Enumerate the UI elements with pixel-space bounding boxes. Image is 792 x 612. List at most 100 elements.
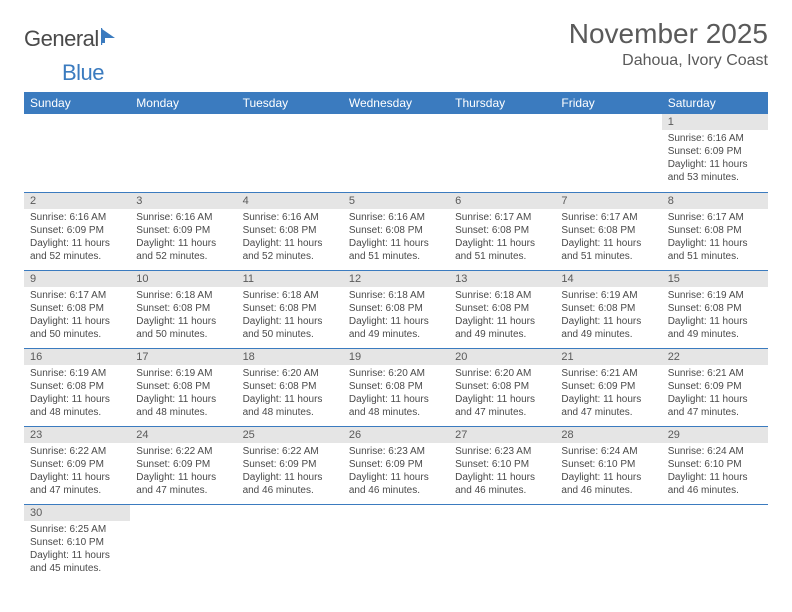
calendar-cell: 14Sunrise: 6:19 AMSunset: 6:08 PMDayligh…: [555, 270, 661, 348]
calendar-cell: [343, 504, 449, 582]
day-details: Sunrise: 6:18 AMSunset: 6:08 PMDaylight:…: [237, 287, 343, 345]
day-number: 28: [555, 427, 661, 443]
day-number: 24: [130, 427, 236, 443]
day-number: 11: [237, 271, 343, 287]
day-number: 26: [343, 427, 449, 443]
calendar-cell: 5Sunrise: 6:16 AMSunset: 6:08 PMDaylight…: [343, 192, 449, 270]
calendar-cell: [130, 504, 236, 582]
logo: General: [24, 18, 123, 52]
calendar-cell: 23Sunrise: 6:22 AMSunset: 6:09 PMDayligh…: [24, 426, 130, 504]
day-details: Sunrise: 6:25 AMSunset: 6:10 PMDaylight:…: [24, 521, 130, 579]
day-details: Sunrise: 6:17 AMSunset: 6:08 PMDaylight:…: [449, 209, 555, 267]
day-details: Sunrise: 6:16 AMSunset: 6:09 PMDaylight:…: [130, 209, 236, 267]
day-number: 2: [24, 193, 130, 209]
calendar-cell: 27Sunrise: 6:23 AMSunset: 6:10 PMDayligh…: [449, 426, 555, 504]
calendar-cell: 7Sunrise: 6:17 AMSunset: 6:08 PMDaylight…: [555, 192, 661, 270]
calendar-cell: 28Sunrise: 6:24 AMSunset: 6:10 PMDayligh…: [555, 426, 661, 504]
calendar-cell: 9Sunrise: 6:17 AMSunset: 6:08 PMDaylight…: [24, 270, 130, 348]
day-number: 21: [555, 349, 661, 365]
calendar-cell: 17Sunrise: 6:19 AMSunset: 6:08 PMDayligh…: [130, 348, 236, 426]
day-details: Sunrise: 6:17 AMSunset: 6:08 PMDaylight:…: [555, 209, 661, 267]
calendar-cell: 24Sunrise: 6:22 AMSunset: 6:09 PMDayligh…: [130, 426, 236, 504]
day-number: 16: [24, 349, 130, 365]
calendar-cell: [237, 114, 343, 192]
calendar-cell: [662, 504, 768, 582]
day-details: Sunrise: 6:18 AMSunset: 6:08 PMDaylight:…: [130, 287, 236, 345]
calendar-cell: 20Sunrise: 6:20 AMSunset: 6:08 PMDayligh…: [449, 348, 555, 426]
day-details: Sunrise: 6:20 AMSunset: 6:08 PMDaylight:…: [449, 365, 555, 423]
day-number: 9: [24, 271, 130, 287]
calendar-cell: 11Sunrise: 6:18 AMSunset: 6:08 PMDayligh…: [237, 270, 343, 348]
flag-icon: [101, 28, 123, 51]
day-details: Sunrise: 6:16 AMSunset: 6:08 PMDaylight:…: [343, 209, 449, 267]
day-number: 29: [662, 427, 768, 443]
day-details: Sunrise: 6:18 AMSunset: 6:08 PMDaylight:…: [449, 287, 555, 345]
calendar-cell: 6Sunrise: 6:17 AMSunset: 6:08 PMDaylight…: [449, 192, 555, 270]
day-number: 27: [449, 427, 555, 443]
day-details: Sunrise: 6:21 AMSunset: 6:09 PMDaylight:…: [662, 365, 768, 423]
calendar-cell: [449, 114, 555, 192]
day-number: 7: [555, 193, 661, 209]
day-details: Sunrise: 6:17 AMSunset: 6:08 PMDaylight:…: [662, 209, 768, 267]
calendar-cell: 22Sunrise: 6:21 AMSunset: 6:09 PMDayligh…: [662, 348, 768, 426]
weekday-header: Wednesday: [343, 92, 449, 114]
calendar-cell: 18Sunrise: 6:20 AMSunset: 6:08 PMDayligh…: [237, 348, 343, 426]
calendar-cell: 25Sunrise: 6:22 AMSunset: 6:09 PMDayligh…: [237, 426, 343, 504]
calendar-cell: 29Sunrise: 6:24 AMSunset: 6:10 PMDayligh…: [662, 426, 768, 504]
weekday-header: Saturday: [662, 92, 768, 114]
day-details: Sunrise: 6:20 AMSunset: 6:08 PMDaylight:…: [343, 365, 449, 423]
calendar-cell: [237, 504, 343, 582]
day-number: 22: [662, 349, 768, 365]
calendar-cell: 8Sunrise: 6:17 AMSunset: 6:08 PMDaylight…: [662, 192, 768, 270]
day-number: 30: [24, 505, 130, 521]
weekday-header: Tuesday: [237, 92, 343, 114]
day-number: 14: [555, 271, 661, 287]
day-details: Sunrise: 6:16 AMSunset: 6:08 PMDaylight:…: [237, 209, 343, 267]
day-details: Sunrise: 6:24 AMSunset: 6:10 PMDaylight:…: [555, 443, 661, 501]
day-number: 13: [449, 271, 555, 287]
calendar-cell: 30Sunrise: 6:25 AMSunset: 6:10 PMDayligh…: [24, 504, 130, 582]
day-details: Sunrise: 6:19 AMSunset: 6:08 PMDaylight:…: [24, 365, 130, 423]
page-title: November 2025: [569, 18, 768, 50]
calendar-cell: 21Sunrise: 6:21 AMSunset: 6:09 PMDayligh…: [555, 348, 661, 426]
day-number: 23: [24, 427, 130, 443]
calendar-cell: [555, 114, 661, 192]
calendar-cell: 13Sunrise: 6:18 AMSunset: 6:08 PMDayligh…: [449, 270, 555, 348]
day-details: Sunrise: 6:16 AMSunset: 6:09 PMDaylight:…: [24, 209, 130, 267]
calendar-cell: 15Sunrise: 6:19 AMSunset: 6:08 PMDayligh…: [662, 270, 768, 348]
day-details: Sunrise: 6:22 AMSunset: 6:09 PMDaylight:…: [237, 443, 343, 501]
day-number: 10: [130, 271, 236, 287]
weekday-header: Thursday: [449, 92, 555, 114]
day-number: 5: [343, 193, 449, 209]
day-details: Sunrise: 6:23 AMSunset: 6:09 PMDaylight:…: [343, 443, 449, 501]
logo-general: General: [24, 26, 99, 52]
location-label: Dahoua, Ivory Coast: [569, 52, 768, 70]
calendar-cell: [449, 504, 555, 582]
weekday-header: Monday: [130, 92, 236, 114]
day-details: Sunrise: 6:24 AMSunset: 6:10 PMDaylight:…: [662, 443, 768, 501]
weekday-header: Friday: [555, 92, 661, 114]
calendar-cell: 19Sunrise: 6:20 AMSunset: 6:08 PMDayligh…: [343, 348, 449, 426]
day-details: Sunrise: 6:19 AMSunset: 6:08 PMDaylight:…: [662, 287, 768, 345]
logo-blue: Blue: [62, 60, 104, 86]
day-number: 17: [130, 349, 236, 365]
calendar-cell: 12Sunrise: 6:18 AMSunset: 6:08 PMDayligh…: [343, 270, 449, 348]
calendar-cell: 4Sunrise: 6:16 AMSunset: 6:08 PMDaylight…: [237, 192, 343, 270]
day-details: Sunrise: 6:22 AMSunset: 6:09 PMDaylight:…: [130, 443, 236, 501]
day-details: Sunrise: 6:19 AMSunset: 6:08 PMDaylight:…: [555, 287, 661, 345]
day-details: Sunrise: 6:18 AMSunset: 6:08 PMDaylight:…: [343, 287, 449, 345]
day-number: 19: [343, 349, 449, 365]
calendar-table: SundayMondayTuesdayWednesdayThursdayFrid…: [24, 92, 768, 582]
calendar-cell: 1Sunrise: 6:16 AMSunset: 6:09 PMDaylight…: [662, 114, 768, 192]
weekday-header: Sunday: [24, 92, 130, 114]
day-number: 25: [237, 427, 343, 443]
calendar-cell: 26Sunrise: 6:23 AMSunset: 6:09 PMDayligh…: [343, 426, 449, 504]
day-number: 6: [449, 193, 555, 209]
day-number: 20: [449, 349, 555, 365]
calendar-cell: [555, 504, 661, 582]
calendar-cell: [24, 114, 130, 192]
calendar-cell: 16Sunrise: 6:19 AMSunset: 6:08 PMDayligh…: [24, 348, 130, 426]
day-details: Sunrise: 6:20 AMSunset: 6:08 PMDaylight:…: [237, 365, 343, 423]
day-details: Sunrise: 6:17 AMSunset: 6:08 PMDaylight:…: [24, 287, 130, 345]
day-details: Sunrise: 6:16 AMSunset: 6:09 PMDaylight:…: [662, 130, 768, 188]
